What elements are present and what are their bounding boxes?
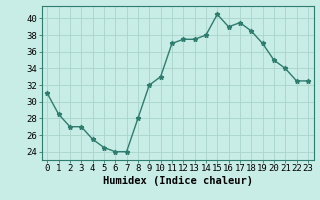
X-axis label: Humidex (Indice chaleur): Humidex (Indice chaleur) [103, 176, 252, 186]
